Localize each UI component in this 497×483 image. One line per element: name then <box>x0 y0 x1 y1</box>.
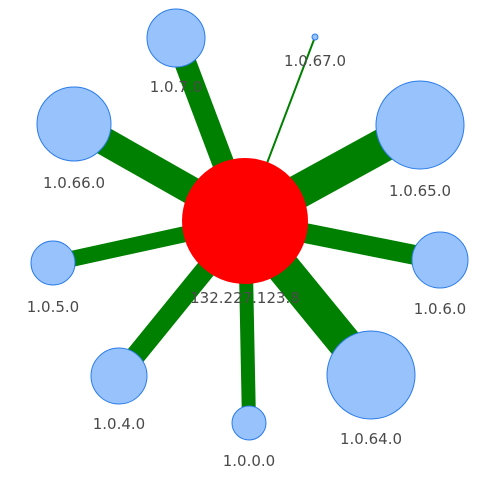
labels-layer: 1.0.7.0 1.0.67.0 1.0.66.0 1.0.65.0 1.0.5.0 1.… <box>27 52 466 470</box>
center-node[interactable] <box>182 158 308 284</box>
node-n-1-0-0-0[interactable] <box>231 405 267 441</box>
node-n-1-0-66-0[interactable] <box>36 86 112 162</box>
node-n-1-0-64-0[interactable] <box>326 330 416 420</box>
node-label-n-1-0-7-0: 1.0.7.0 <box>150 78 202 96</box>
node-label-n-1-0-66-0: 1.0.66.0 <box>43 174 105 192</box>
node-label-n-1-0-5-0: 1.0.5.0 <box>27 298 79 316</box>
node-label-n-1-0-65-0: 1.0.65.0 <box>389 182 451 200</box>
node-n-1-0-6-0[interactable] <box>411 231 469 289</box>
node-label-n-1-0-67-0: 1.0.67.0 <box>284 52 346 70</box>
center-node-label: 132.227.123.8 <box>190 289 300 307</box>
node-label-n-1-0-0-0: 1.0.0.0 <box>223 452 275 470</box>
node-label-n-1-0-64-0: 1.0.64.0 <box>340 430 402 448</box>
node-n-1-0-67-0[interactable] <box>311 33 319 41</box>
node-n-1-0-5-0[interactable] <box>30 240 76 286</box>
node-n-1-0-4-0[interactable] <box>90 347 148 405</box>
node-label-n-1-0-6-0: 1.0.6.0 <box>414 300 466 318</box>
node-n-1-0-7-0[interactable] <box>146 8 206 68</box>
nodes-layer <box>30 8 469 441</box>
node-n-1-0-65-0[interactable] <box>375 80 465 170</box>
node-label-n-1-0-4-0: 1.0.4.0 <box>93 415 145 433</box>
